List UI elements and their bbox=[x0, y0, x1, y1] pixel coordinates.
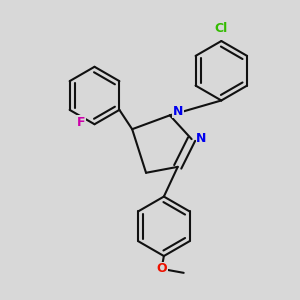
Text: N: N bbox=[196, 132, 207, 145]
Text: O: O bbox=[157, 262, 167, 275]
Text: N: N bbox=[172, 105, 183, 118]
Text: F: F bbox=[76, 116, 85, 129]
Text: Cl: Cl bbox=[215, 22, 228, 34]
